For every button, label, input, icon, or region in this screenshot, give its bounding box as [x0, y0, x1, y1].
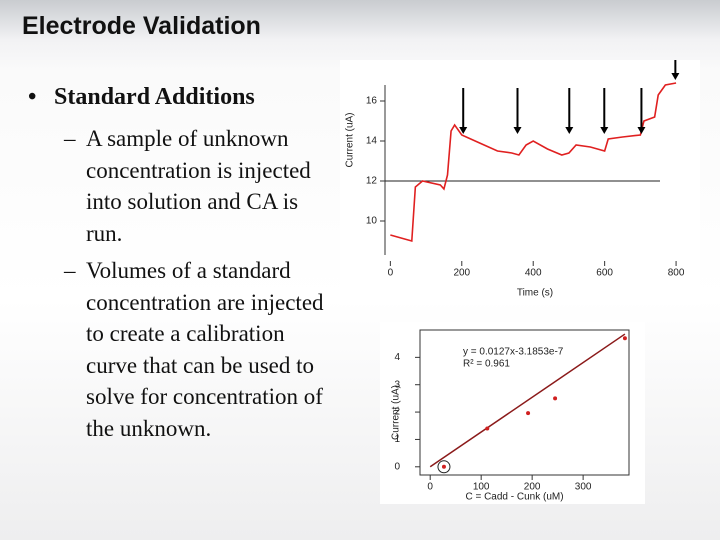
x-axis-label: C = Cadd - Cunk (uM) — [465, 492, 563, 503]
data-point — [441, 464, 446, 469]
y-tick-label: 2 — [394, 407, 400, 418]
x-tick-label: 200 — [453, 268, 470, 279]
r-squared: R² = 0.961 — [463, 359, 510, 370]
arrow-head — [600, 127, 609, 134]
data-point — [622, 336, 627, 341]
x-tick-label: 0 — [427, 482, 433, 493]
bullet: Standard Additions — [28, 84, 255, 111]
x-tick-label: 100 — [473, 482, 490, 493]
x-tick-label: 300 — [575, 482, 592, 493]
fit-line — [429, 333, 626, 468]
arrow-head — [513, 127, 522, 134]
sub-bullet: A sample of unknown concentration is inj… — [64, 123, 326, 249]
x-axis-label: Time (s) — [517, 288, 553, 299]
arrow-head — [565, 127, 574, 134]
bullet-text: Standard Additions — [54, 84, 255, 110]
y-tick-label: 0 — [394, 461, 400, 472]
x-tick-label: 800 — [668, 268, 685, 279]
y-tick-label: 4 — [394, 352, 400, 363]
y-axis-label: Current (uA) — [345, 112, 356, 167]
x-tick-label: 0 — [388, 268, 394, 279]
slide-title: Electrode Validation — [22, 12, 261, 40]
x-tick-label: 200 — [524, 482, 541, 493]
fit-equation: y = 0.0127x-3.1853e-7 — [463, 347, 564, 358]
chart-background — [380, 322, 645, 504]
plot-frame — [419, 329, 630, 476]
current-trace — [390, 82, 677, 243]
unknown-marker — [437, 460, 451, 474]
data-point — [526, 411, 531, 416]
data-point — [553, 396, 558, 401]
y-tick-label: 10 — [366, 216, 378, 227]
data-point — [485, 426, 490, 431]
arrow-head — [459, 127, 468, 134]
arrow-head — [637, 127, 646, 134]
chart-background — [340, 60, 700, 305]
y-tick-label: 1 — [394, 434, 400, 445]
y-tick-label: 14 — [366, 136, 378, 147]
y-tick-label: 16 — [366, 96, 378, 107]
arrow-head — [671, 73, 680, 80]
sub-bullet: Volumes of a standard concentration are … — [64, 255, 326, 444]
y-tick-label: 12 — [366, 176, 378, 187]
x-tick-label: 600 — [596, 268, 613, 279]
y-tick-label: 3 — [394, 379, 400, 390]
y-axis-label: Current (uA) — [391, 385, 402, 440]
x-tick-label: 400 — [525, 268, 542, 279]
